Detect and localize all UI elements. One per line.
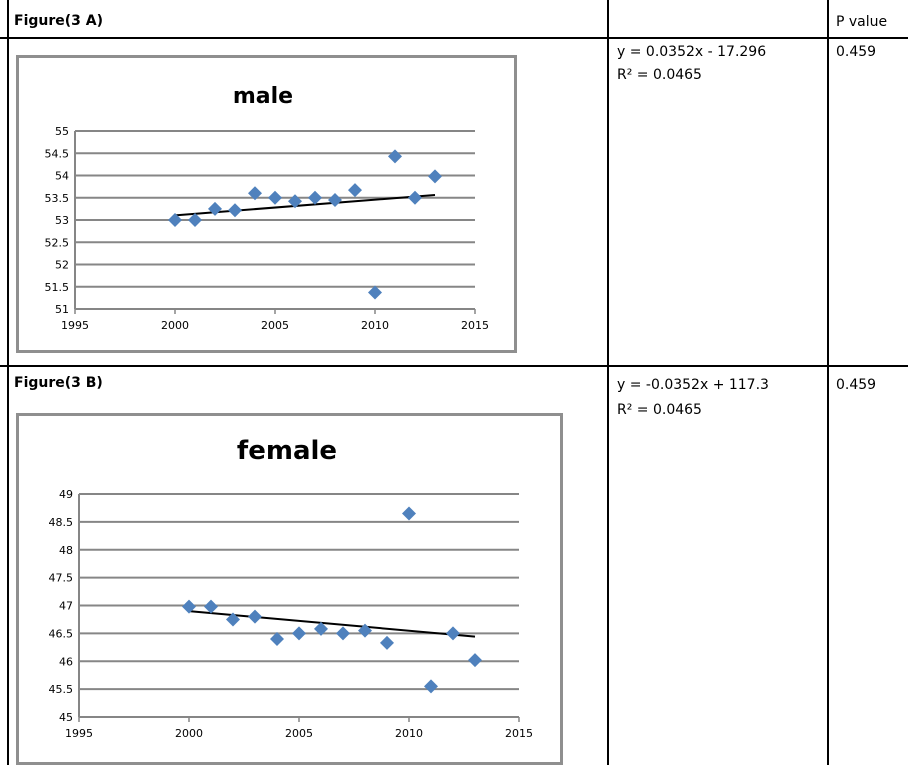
female-x-tick-label: 2005: [285, 727, 313, 740]
female-data-point: [226, 612, 240, 627]
female-data-point: [204, 599, 218, 614]
male-data-point: [288, 194, 302, 209]
male-y-tick-label: 54.5: [45, 147, 70, 160]
male-data-point: [188, 213, 202, 227]
male-data-point: [228, 203, 242, 218]
female-chart-frame: [16, 413, 563, 765]
male-y-tick-label: 53.5: [45, 192, 70, 205]
male-x-tick-label: 2005: [261, 319, 289, 332]
male-data-point: [428, 169, 442, 184]
female-data-point: [248, 609, 262, 624]
male-data-point: [408, 190, 422, 205]
p-value-header: P value: [836, 14, 888, 30]
female-data-point: [336, 626, 350, 641]
r-squared-3a: R² = 0.0465: [617, 67, 702, 83]
female-y-tick-label: 48: [59, 544, 73, 557]
female-x-tick-label: 2000: [175, 727, 203, 740]
female-data-point: [424, 679, 438, 694]
female-y-tick-label: 49: [59, 488, 73, 501]
male-y-tick-label: 55: [55, 125, 69, 138]
equation-3a: y = 0.0352x - 17.296: [617, 44, 767, 60]
female-data-point: [468, 653, 482, 668]
male-data-point: [268, 190, 282, 205]
female-y-tick-label: 47.5: [49, 572, 74, 585]
p-value-3b: 0.459: [836, 377, 877, 393]
female-data-point: [182, 599, 196, 614]
female-y-tick-label: 45.5: [49, 683, 74, 696]
table-col-divider-1: [7, 0, 9, 765]
male-data-point: [248, 186, 262, 201]
male-y-tick-label: 51.5: [45, 281, 70, 294]
male-chart-title: male: [233, 84, 293, 109]
female-chart-title: female: [237, 436, 337, 466]
male-y-tick-label: 51: [55, 303, 69, 316]
female-data-point: [292, 626, 306, 641]
female-y-tick-label: 46: [59, 655, 73, 668]
male-x-tick-label: 1995: [61, 319, 89, 332]
female-data-point: [380, 635, 394, 650]
female-trendline: [188, 610, 476, 638]
female-data-point: [358, 623, 372, 638]
female-data-point: [270, 631, 284, 646]
table-col-divider-2: [607, 0, 609, 765]
r-squared-3b: R² = 0.0465: [617, 402, 702, 418]
male-y-tick-label: 54: [55, 170, 69, 183]
male-x-tick-label: 2015: [461, 319, 489, 332]
female-y-tick-label: 45: [59, 711, 73, 724]
female-y-tick-label: 46.5: [49, 627, 74, 640]
female-data-point: [446, 626, 460, 641]
male-data-point: [308, 190, 322, 205]
male-chart-frame: [16, 55, 517, 353]
male-y-tick-label: 52.5: [45, 236, 70, 249]
p-value-3a: 0.459: [836, 44, 877, 60]
table-row-divider-2: [0, 365, 908, 367]
female-x-tick-label: 1995: [65, 727, 93, 740]
male-data-point: [388, 149, 402, 164]
female-x-tick-label: 2015: [505, 727, 533, 740]
male-y-tick-label: 53: [55, 214, 69, 227]
male-data-point: [328, 192, 342, 207]
male-y-tick-label: 52: [55, 259, 69, 272]
female-y-tick-label: 47: [59, 600, 73, 613]
female-data-point: [402, 506, 416, 521]
male-data-point: [168, 213, 182, 227]
male-data-point: [208, 201, 222, 216]
male-data-point: [368, 285, 382, 300]
table-col-divider-3: [827, 0, 829, 765]
female-y-tick-label: 48.5: [49, 516, 74, 529]
female-data-point: [314, 621, 328, 636]
male-x-tick-label: 2010: [361, 319, 389, 332]
equation-3b: y = -0.0352x + 117.3: [617, 377, 769, 393]
male-data-point: [348, 183, 362, 198]
female-x-tick-label: 2010: [395, 727, 423, 740]
table-row-divider-1: [0, 37, 908, 39]
figure-3a-label: Figure(3 A): [14, 13, 103, 29]
male-x-tick-label: 2000: [161, 319, 189, 332]
figure-3b-label: Figure(3 B): [14, 375, 103, 391]
